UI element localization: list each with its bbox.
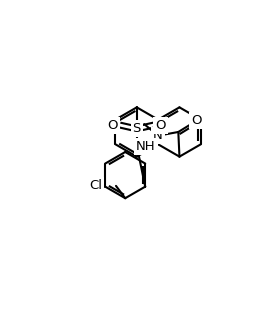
Text: S: S [133,122,141,135]
Text: O: O [155,119,166,132]
Text: O: O [108,119,118,132]
Text: NH: NH [136,140,156,153]
Text: N: N [153,129,163,142]
Text: O: O [191,114,202,127]
Text: Cl: Cl [89,178,102,191]
